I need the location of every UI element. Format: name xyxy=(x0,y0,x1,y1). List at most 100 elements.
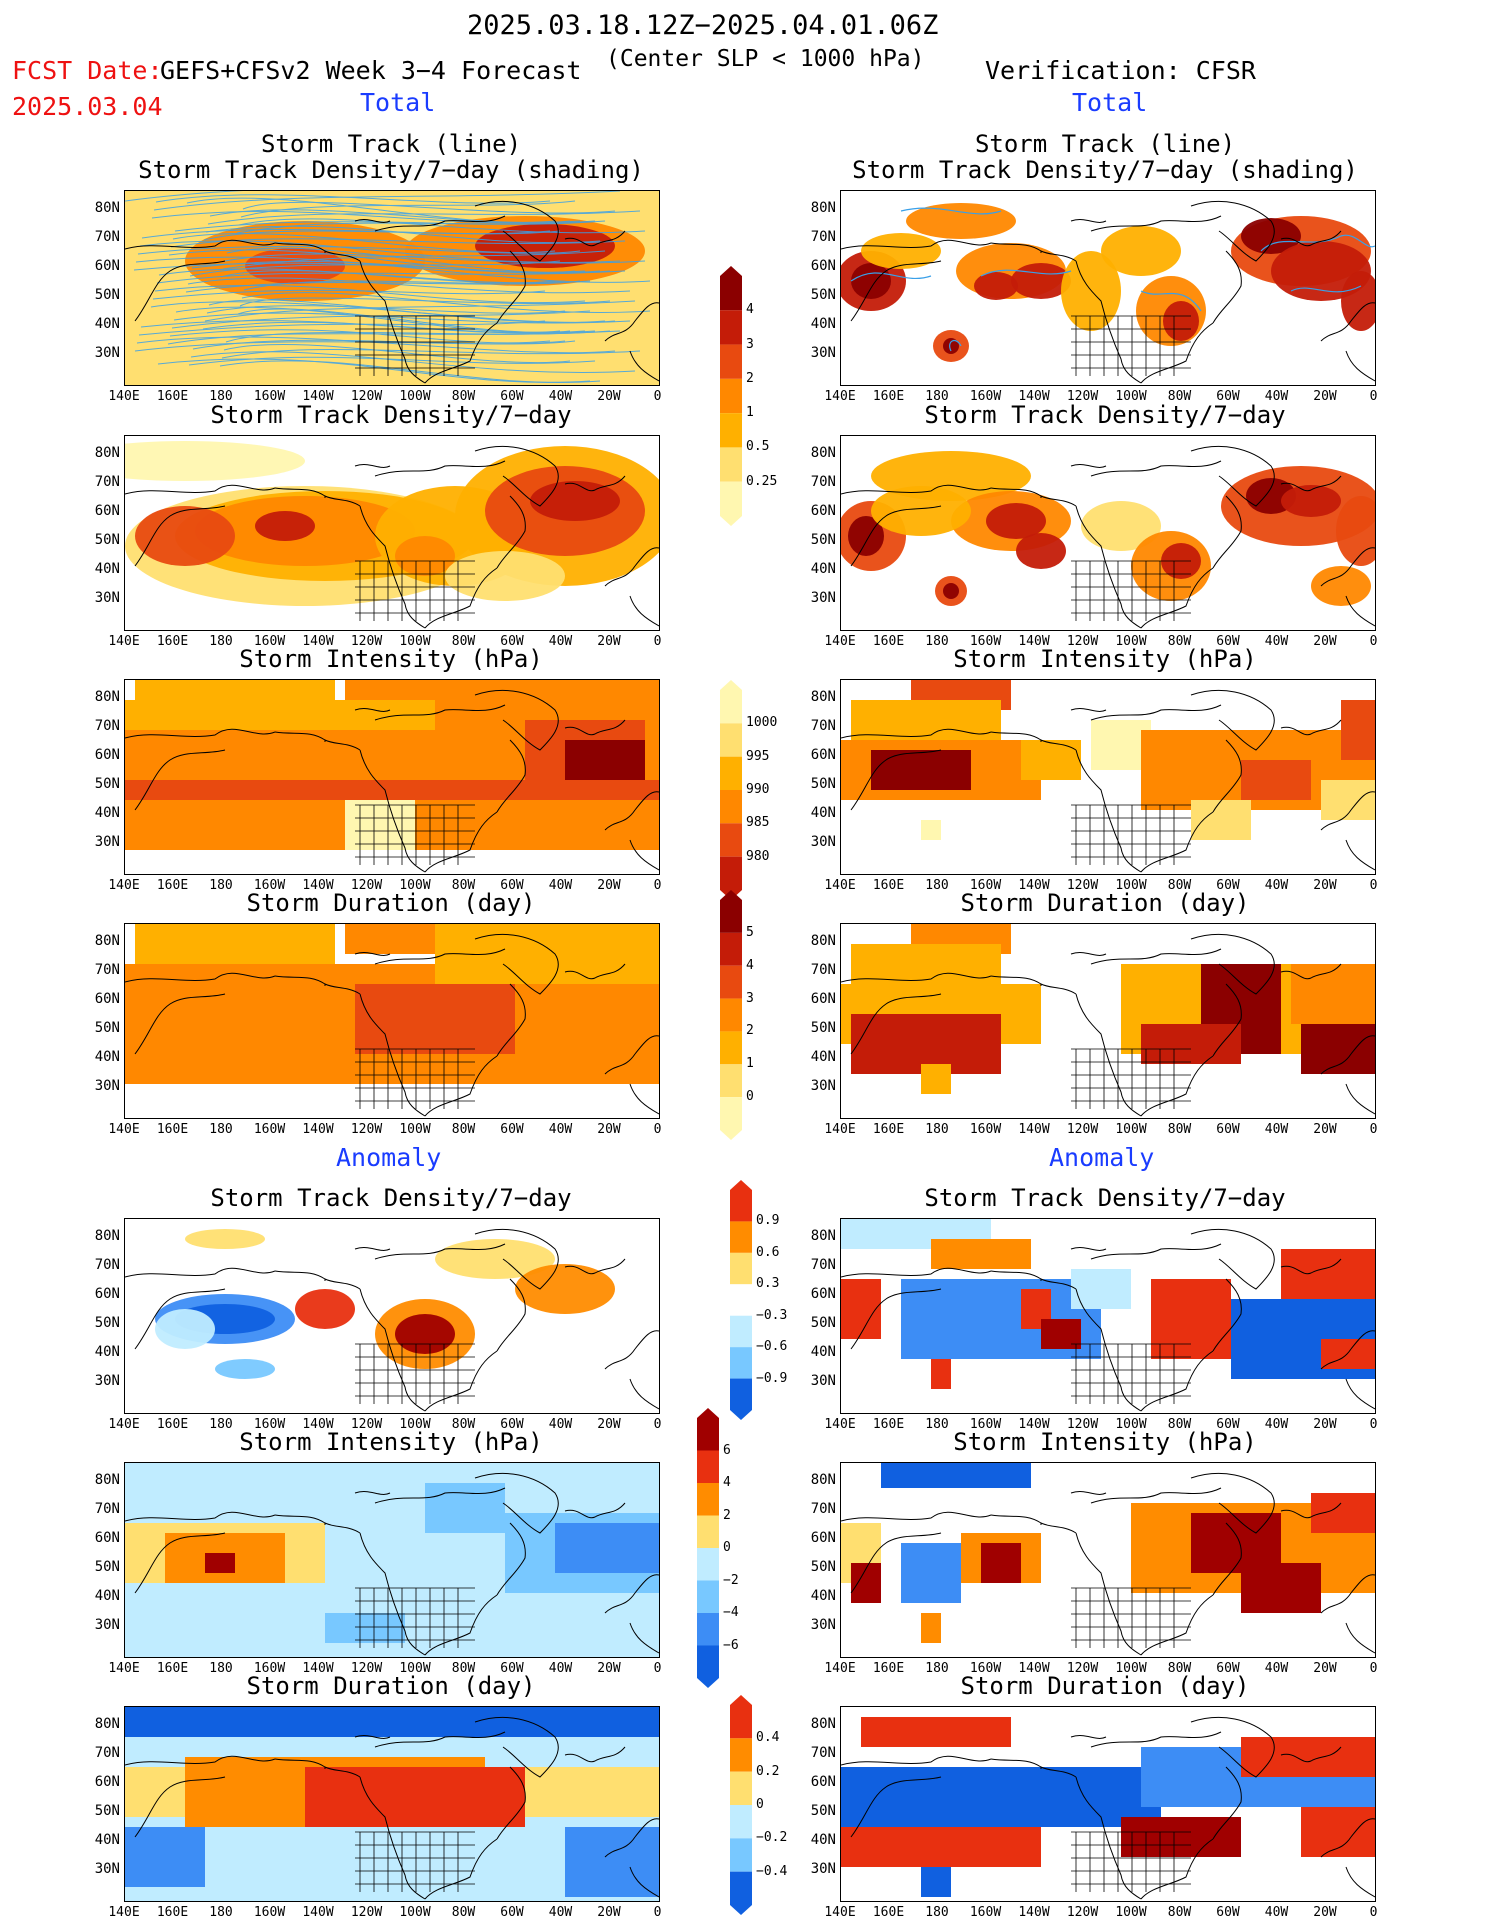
lat-tick-label: 70N xyxy=(810,962,836,978)
lon-tick-label: 60W xyxy=(1216,1417,1240,1432)
title-density-right: Storm Track Density/7−day xyxy=(924,401,1286,429)
map-density-anomaly-forecast xyxy=(124,1218,660,1414)
lon-tick-label: 140W xyxy=(302,878,334,893)
lon-tick-label: 0 xyxy=(653,1122,662,1137)
lon-tick-label: 20W xyxy=(1313,1417,1337,1432)
lon-tick-label: 60W xyxy=(500,389,524,404)
field-cell xyxy=(355,984,515,1064)
field-cell xyxy=(931,1239,1031,1269)
field-cell xyxy=(345,800,415,850)
colorbar-segment xyxy=(720,1097,742,1130)
colorbar-label: 0.6 xyxy=(756,1244,780,1260)
colorbar-label: 0.2 xyxy=(756,1763,780,1779)
lon-tick-label: 140W xyxy=(1018,1122,1050,1137)
colorbar-segment xyxy=(697,1580,719,1613)
lon-tick-label: 100W xyxy=(399,1122,431,1137)
colorbar-label: 3 xyxy=(746,990,754,1006)
field-cell xyxy=(1191,800,1251,840)
colorbar-label: 0 xyxy=(756,1797,764,1812)
title-intensity-left: Storm Intensity (hPa) xyxy=(239,645,543,673)
lat-tick-label: 40N xyxy=(810,561,836,577)
lon-tick-label: 160W xyxy=(969,1661,1002,1676)
lat-tick-label: 50N xyxy=(94,776,120,792)
lon-tick-label: 140E xyxy=(824,1417,856,1432)
lat-tick-label: 50N xyxy=(94,1315,120,1331)
field-blob xyxy=(515,1264,615,1314)
colorbar-segment xyxy=(697,1418,719,1451)
field-cell xyxy=(555,1523,659,1573)
colorbar-segment xyxy=(730,1284,752,1316)
colorbar-segment xyxy=(697,1515,719,1548)
field-cell xyxy=(921,1867,951,1897)
field-blob xyxy=(255,511,315,541)
lat-tick-label: 70N xyxy=(810,229,836,245)
lon-tick-label: 120W xyxy=(350,1417,383,1432)
map-density-observed xyxy=(840,435,1376,631)
lon-tick-label: 40W xyxy=(548,1417,573,1432)
lon-tick-label: 120W xyxy=(1066,634,1099,649)
lon-tick-label: 20W xyxy=(597,1661,621,1676)
date-range: 2025.03.18.12Z−2025.04.01.06Z xyxy=(467,10,939,41)
storm-track-lines xyxy=(850,207,1375,352)
field-cell xyxy=(305,1767,525,1827)
colorbar-segment xyxy=(720,344,742,379)
colorbar-segment xyxy=(720,723,742,757)
colorbar-segment xyxy=(697,1613,719,1646)
colorbar-segment xyxy=(697,1548,719,1581)
lon-tick-label: 140E xyxy=(108,1661,140,1676)
lon-tick-label: 0 xyxy=(1369,878,1378,893)
field-cell xyxy=(1241,1563,1321,1613)
field-cell xyxy=(841,1767,1161,1827)
field-cell xyxy=(1341,700,1375,760)
lon-tick-label: 100W xyxy=(1115,1122,1147,1137)
lat-tick-label: 30N xyxy=(94,1373,120,1389)
lon-tick-label: 100W xyxy=(399,389,431,404)
field-cell xyxy=(921,1064,951,1094)
lat-tick-label: 70N xyxy=(94,962,120,978)
field-cell xyxy=(901,1543,961,1603)
colorbar-intensity-anomaly: 6 4 2 0 −2 −4 −6 xyxy=(697,1408,739,1692)
lon-tick-label: 100W xyxy=(1115,1417,1147,1432)
colorbar-label: 1000 xyxy=(746,715,778,731)
colorbar-label: −0.6 xyxy=(756,1339,788,1355)
lon-tick-label: 160E xyxy=(156,1905,189,1920)
lon-tick-label: 180 xyxy=(209,1661,233,1676)
colorbar-segment xyxy=(720,276,742,311)
field-cell xyxy=(565,740,645,780)
lon-tick-label: 160W xyxy=(969,1417,1002,1432)
lon-tick-label: 60W xyxy=(500,1661,524,1676)
colorbar-label: 0.4 xyxy=(756,1730,780,1746)
field-blob xyxy=(475,224,615,268)
lon-tick-label: 140E xyxy=(824,389,856,404)
field-blob xyxy=(986,503,1046,539)
field-cell xyxy=(1241,760,1311,800)
lon-tick-label: 80W xyxy=(1167,634,1192,649)
lon-tick-label: 140W xyxy=(302,1122,334,1137)
field-blob xyxy=(1336,496,1375,566)
colorbar-label: −2 xyxy=(723,1572,739,1588)
lat-tick-label: 40N xyxy=(94,805,120,821)
lon-tick-label: 100W xyxy=(1115,878,1147,893)
lon-tick-label: 40W xyxy=(1264,1905,1289,1920)
lon-tick-label: 120W xyxy=(350,1661,383,1676)
lat-tick-label: 80N xyxy=(94,445,120,461)
coastline xyxy=(125,1472,659,1656)
field-blob xyxy=(1341,271,1375,331)
colorbar-segment xyxy=(730,1771,752,1805)
colorbar-label: 990 xyxy=(746,782,770,797)
title-intensity-anom-right: Storm Intensity (hPa) xyxy=(953,1428,1257,1456)
lon-tick-label: 160W xyxy=(969,634,1002,649)
lon-tick-label: 0 xyxy=(653,634,662,649)
lon-tick-label: 80W xyxy=(451,1905,476,1920)
field-cell xyxy=(125,1707,659,1737)
map-duration-anomaly-observed xyxy=(840,1706,1376,1902)
colorbar-label: −0.9 xyxy=(756,1370,788,1386)
coastline xyxy=(841,933,1375,1117)
field-blob xyxy=(848,516,884,556)
lat-tick-label: 80N xyxy=(810,1716,836,1732)
lon-tick-label: 140E xyxy=(824,1661,856,1676)
field-cell xyxy=(861,1717,1011,1747)
lat-tick-label: 70N xyxy=(810,718,836,734)
field-cell xyxy=(1141,1024,1241,1064)
coastline xyxy=(125,689,659,873)
